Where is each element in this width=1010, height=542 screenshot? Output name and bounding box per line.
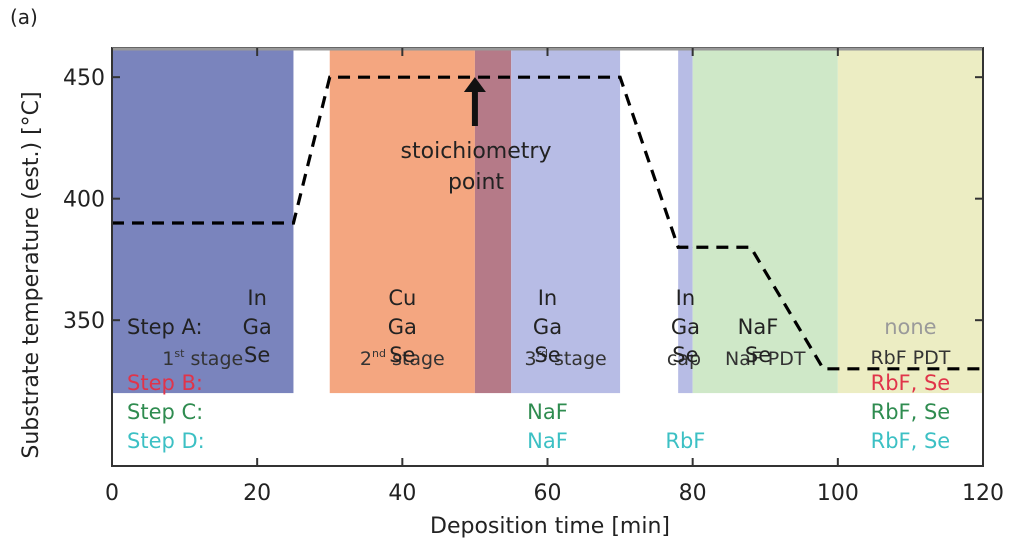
x-tick-label-1: 20 — [243, 481, 271, 506]
step-d-label: Step D: — [127, 429, 205, 453]
step-d-entry-1: RbF — [665, 429, 705, 453]
region-1 — [329, 48, 475, 394]
step-b-label: Step B: — [127, 371, 203, 395]
step-a-entry-4-1: Se — [745, 343, 771, 367]
step-a-entry-3-0: In — [676, 286, 696, 310]
step-c-entry-1: RbF, Se — [871, 400, 951, 424]
x-tick-label-2: 40 — [388, 481, 416, 506]
stage-regions: 1st stage 2nd stage 3rd stage cap NaF PDT RbF… — [112, 48, 983, 394]
y-tick-label-0: 350 — [63, 309, 105, 334]
region-5 — [692, 48, 838, 394]
step-a-entry-3-1: Ga — [671, 315, 700, 339]
step-table: Step A: In Ga Se Cu Ga Se In Ga Se In Ga Se NaF Se none… — [127, 286, 950, 453]
region-label-3: 3rd stage — [525, 347, 607, 370]
region-label-4: cap — [667, 348, 701, 370]
stoichiometry-annotation: stoichiometry point — [401, 77, 552, 195]
step-a-entry-2-2: Se — [534, 343, 560, 367]
step-a-entry-2-0: In — [538, 286, 558, 310]
x-tick-label-6: 120 — [962, 481, 1004, 506]
region-label-0: 1st stage — [162, 347, 243, 370]
region-2 — [474, 48, 512, 394]
x-tick-label-4: 80 — [679, 481, 707, 506]
step-a-entry-1-1: Ga — [388, 315, 417, 339]
region-4 — [678, 48, 693, 394]
axes: 0 20 40 60 80 100 120 350 400 450 — [63, 47, 1004, 506]
step-a-entry-4-0: NaF — [738, 315, 779, 339]
x-axis-label: Deposition time [min] — [430, 514, 670, 539]
region-label-6: RbF PDT — [870, 347, 950, 369]
region-6 — [837, 48, 983, 394]
annotation-arrow-head — [463, 77, 486, 92]
step-c-entry-0: NaF — [527, 400, 568, 424]
step-a-label: Step A: — [127, 315, 203, 339]
region-label-5: NaF PDT — [725, 348, 806, 370]
annotation-line-1: stoichiometry — [401, 139, 552, 164]
step-a-entry-0-1: Ga — [243, 315, 272, 339]
step-a-entry-1-0: Cu — [388, 286, 416, 310]
step-d-entry-2: RbF, Se — [871, 429, 951, 453]
step-a-entry-1-2: Se — [389, 343, 415, 367]
annotation-line-2: point — [448, 170, 504, 195]
region-3 — [511, 48, 621, 394]
step-c-label: Step C: — [127, 400, 203, 424]
step-a-entry-0-0: In — [247, 286, 267, 310]
y-axis-label: Substrate temperature (est.) [°C] — [19, 91, 44, 458]
step-a-entry-2-1: Ga — [533, 315, 562, 339]
y-tick-label-1: 400 — [63, 188, 105, 213]
step-a-entry-0-2: Se — [244, 343, 270, 367]
step-a-entry-5-0: none — [884, 315, 936, 339]
step-a-entry-3-2: Se — [672, 343, 698, 367]
y-tick-label-2: 450 — [63, 66, 105, 91]
x-tick-label-3: 60 — [534, 481, 562, 506]
region-0 — [112, 48, 294, 394]
step-b-entry-0: RbF, Se — [871, 371, 951, 395]
region-label-1: 2nd stage — [360, 347, 445, 370]
panel-label: (a) — [10, 5, 38, 29]
x-tick-label-0: 0 — [105, 481, 119, 506]
step-d-entry-0: NaF — [527, 429, 568, 453]
x-tick-label-5: 100 — [817, 481, 859, 506]
